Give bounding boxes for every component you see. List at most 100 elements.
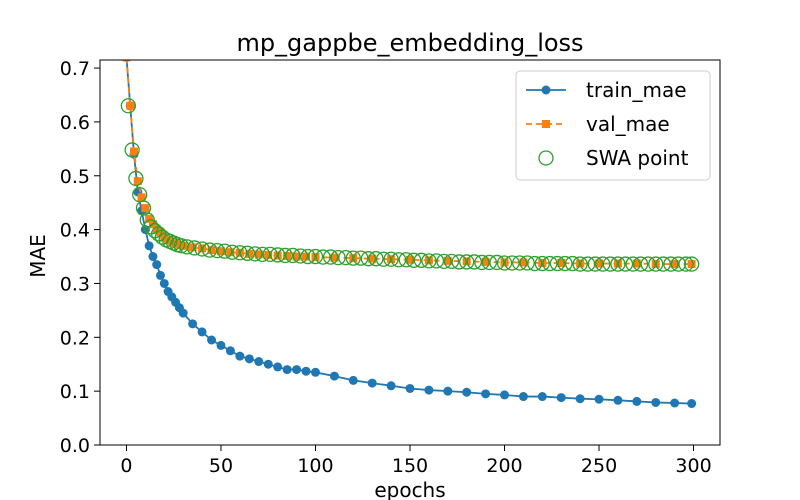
y-tick-label: 0.0 xyxy=(60,435,90,457)
data-point xyxy=(126,101,135,110)
data-point xyxy=(263,359,273,369)
legend-item: val_mae xyxy=(526,112,670,136)
data-point xyxy=(144,241,154,251)
data-point xyxy=(640,256,656,272)
chart-title: mp_gappbe_embedding_loss xyxy=(236,29,583,57)
data-point xyxy=(428,253,445,269)
data-point xyxy=(188,319,198,329)
x-tick-label: 100 xyxy=(297,455,333,477)
data-point xyxy=(519,258,528,267)
data-point xyxy=(670,256,687,272)
data-point xyxy=(683,256,700,272)
x-tick-label: 50 xyxy=(209,455,233,477)
data-point xyxy=(466,254,482,270)
legend-box xyxy=(515,70,711,181)
data-point xyxy=(348,375,358,385)
data-point xyxy=(345,250,361,266)
y-tick-label: 0.2 xyxy=(60,327,90,349)
data-point xyxy=(424,385,434,395)
data-point xyxy=(594,394,604,404)
data-point xyxy=(139,212,155,228)
x-tick-label: 0 xyxy=(120,455,132,477)
data-point xyxy=(481,389,491,399)
data-point xyxy=(375,251,392,267)
data-point xyxy=(216,247,225,256)
data-point xyxy=(301,366,311,376)
data-point xyxy=(315,249,331,265)
data-point xyxy=(632,259,641,268)
data-point xyxy=(443,256,452,265)
data-point xyxy=(443,253,460,270)
data-point xyxy=(534,255,550,272)
data-point xyxy=(459,254,475,270)
data-point xyxy=(137,193,146,202)
data-point xyxy=(632,396,642,406)
x-tick-label: 250 xyxy=(581,455,617,477)
data-point xyxy=(462,387,472,397)
data-point xyxy=(120,98,137,114)
legend: train_mae val_mae SWA point xyxy=(515,70,711,181)
data-point xyxy=(670,260,679,269)
data-point xyxy=(207,246,216,255)
data-point xyxy=(178,308,188,318)
data-point xyxy=(264,250,273,259)
y-tick-label: 0.7 xyxy=(60,58,90,80)
data-point xyxy=(474,254,490,271)
data-point xyxy=(406,252,422,268)
data-point xyxy=(194,241,210,257)
data-point xyxy=(360,251,377,267)
data-point xyxy=(406,255,414,264)
data-point xyxy=(254,357,264,367)
data-point xyxy=(527,255,543,272)
data-point xyxy=(564,255,581,272)
data-point xyxy=(262,246,278,263)
data-point xyxy=(580,256,596,272)
data-point xyxy=(443,386,453,396)
data-point xyxy=(302,252,311,261)
data-point xyxy=(421,253,437,269)
data-point xyxy=(128,170,144,187)
data-point xyxy=(292,252,301,261)
data-point xyxy=(678,256,694,272)
data-point xyxy=(391,252,407,268)
legend-marker xyxy=(538,150,554,166)
data-point xyxy=(353,250,369,266)
data-point xyxy=(398,252,414,268)
data-point xyxy=(133,177,142,186)
data-point xyxy=(207,335,217,345)
axes: 0 50 100 150 200 250 300 0.0 0.1 0.2 0.3 0.4 0.5 0.6 0… xyxy=(60,58,721,477)
data-point xyxy=(632,256,649,272)
data-point xyxy=(489,254,505,271)
data-point xyxy=(239,245,256,261)
y-axis-label: MAE xyxy=(26,234,50,278)
data-point xyxy=(124,142,140,158)
data-point xyxy=(687,399,697,409)
data-point xyxy=(481,257,490,266)
legend-marker xyxy=(542,120,550,128)
data-point xyxy=(292,248,309,264)
data-point xyxy=(148,252,158,262)
data-point xyxy=(595,256,611,272)
data-point xyxy=(625,256,641,272)
legend-label: SWA point xyxy=(586,146,689,170)
data-point xyxy=(386,381,396,391)
data-point xyxy=(245,249,254,258)
data-point xyxy=(188,243,197,252)
data-point xyxy=(283,252,292,260)
data-point xyxy=(247,246,263,262)
data-point xyxy=(217,243,233,259)
data-point xyxy=(307,248,324,265)
data-point xyxy=(130,147,139,156)
data-point xyxy=(413,252,429,268)
data-point xyxy=(186,240,203,256)
data-point xyxy=(557,259,566,267)
y-tick-label: 0.6 xyxy=(60,112,90,134)
data-point xyxy=(282,365,292,375)
data-point xyxy=(367,378,377,388)
x-tick-label: 150 xyxy=(392,455,428,477)
data-point xyxy=(338,249,354,266)
data-point xyxy=(587,256,603,272)
data-point xyxy=(141,204,150,213)
data-point xyxy=(504,255,520,271)
data-point xyxy=(542,255,558,272)
